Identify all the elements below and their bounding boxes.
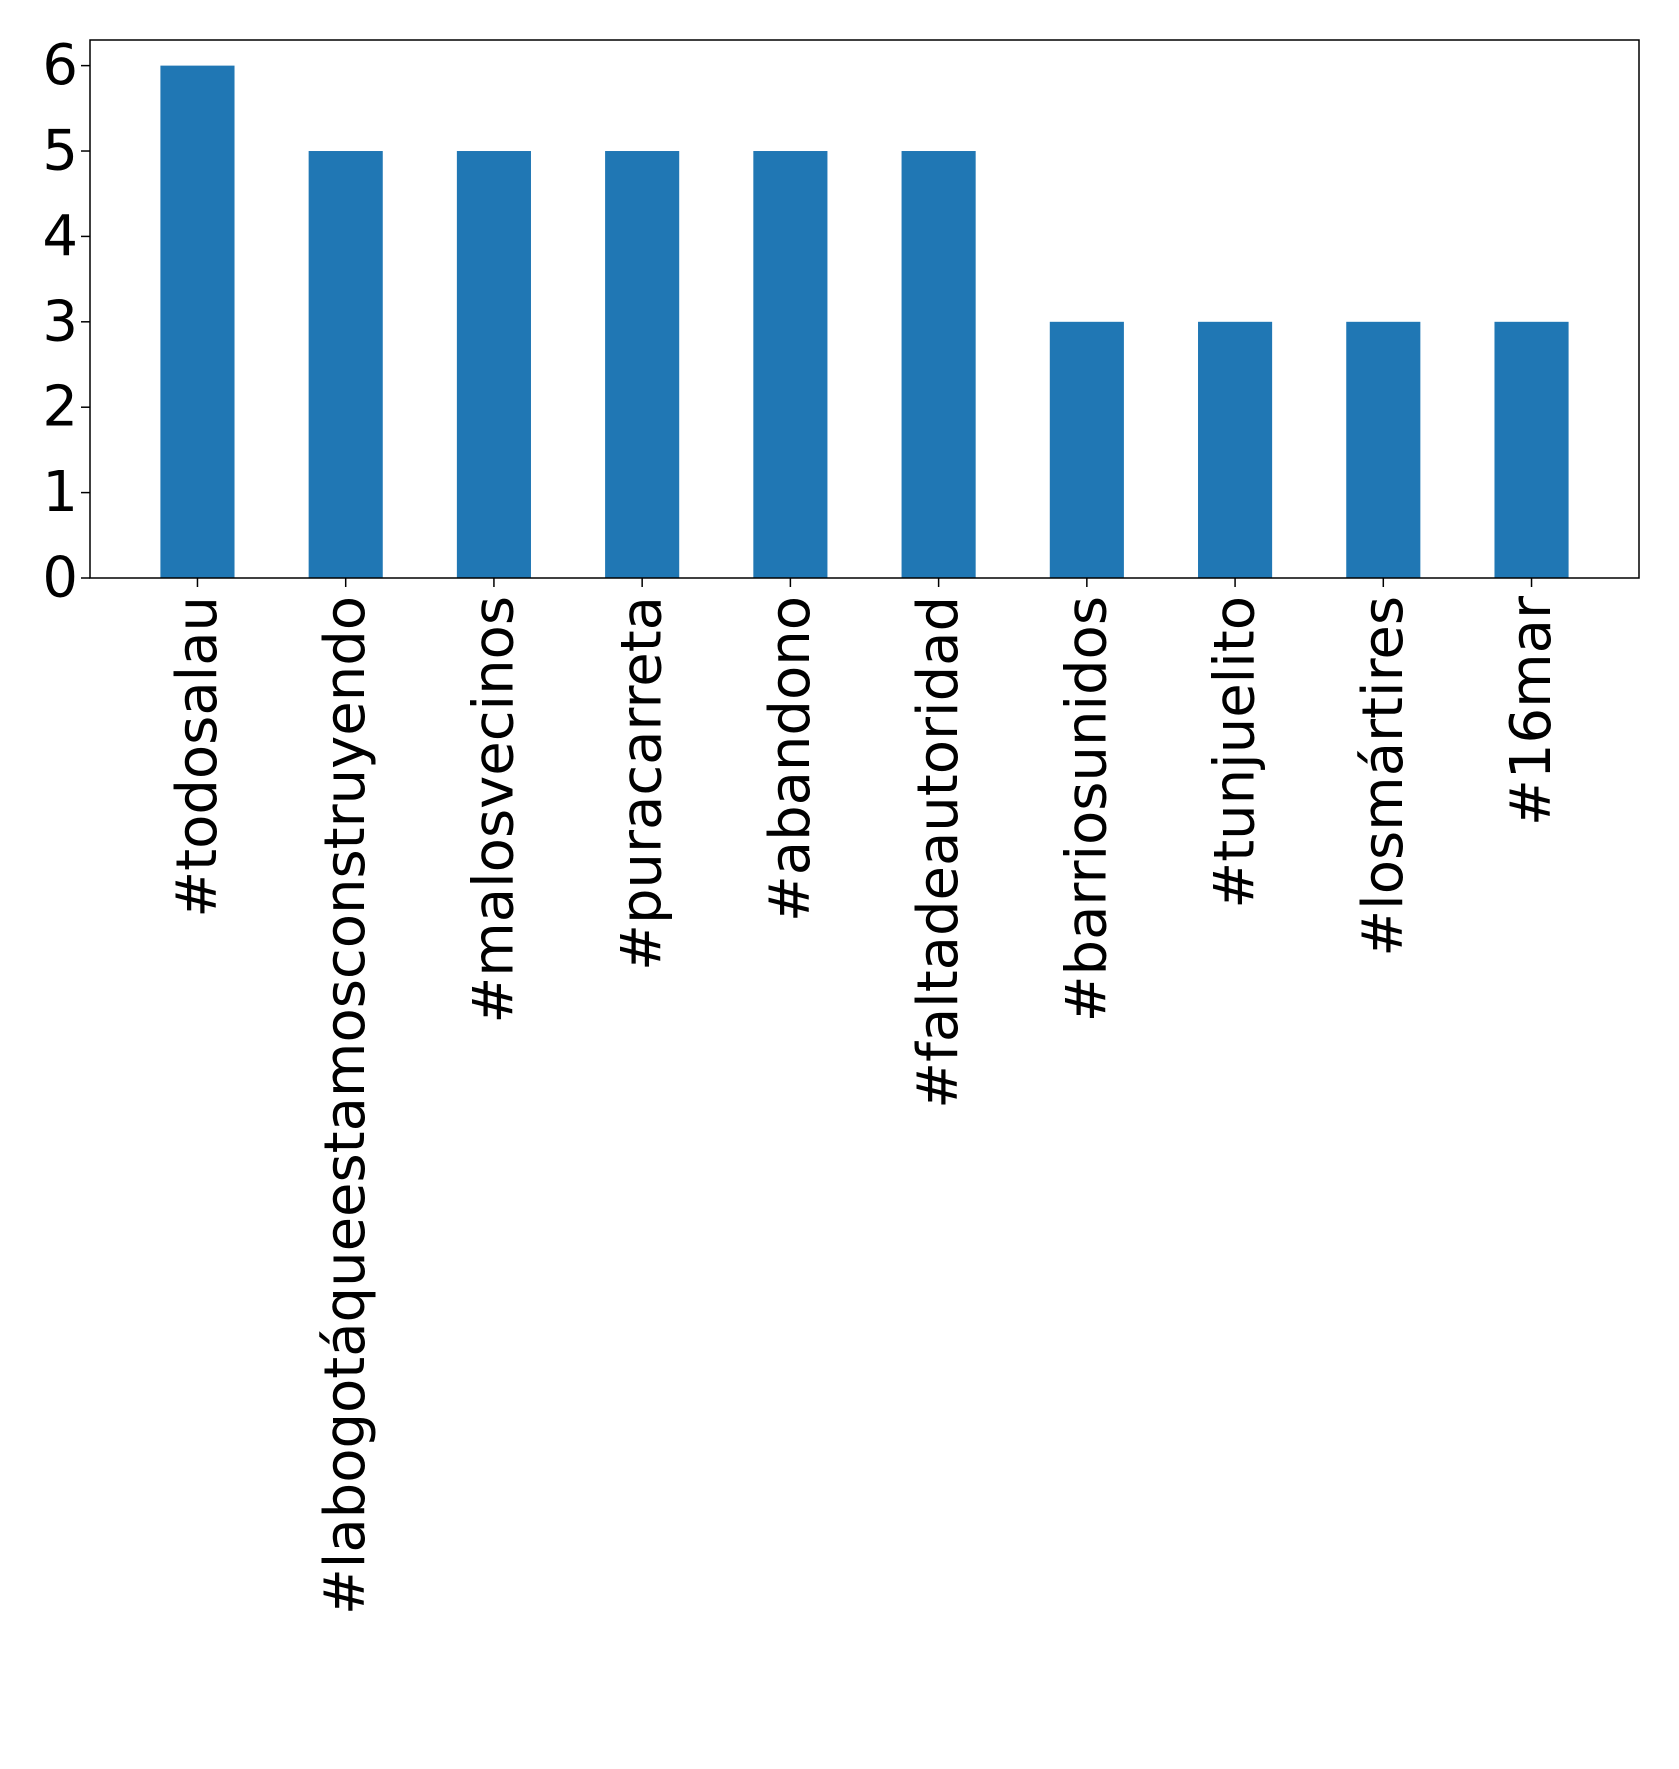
bar-6 — [1049, 321, 1124, 578]
x-tick-label-6: #barriosunidos — [1054, 596, 1119, 1022]
bar-1 — [308, 151, 383, 578]
x-tick-label-3: #puracarreta — [610, 596, 675, 971]
bar-5 — [901, 151, 976, 578]
y-axis: 0 1 2 3 4 5 6 — [42, 33, 90, 611]
x-tick-label-2: #malosvecinos — [461, 596, 526, 1024]
bar-3 — [605, 151, 680, 578]
y-tick-label-2: 2 — [42, 375, 78, 440]
bar-2 — [456, 151, 531, 578]
x-tick-label-8: #losmártires — [1351, 596, 1416, 957]
x-tick-label-0: #todosalau — [165, 596, 230, 918]
x-tick-label-5: #faltadeautoridad — [906, 596, 971, 1109]
bar-7 — [1198, 321, 1273, 578]
bar-8 — [1346, 321, 1421, 578]
y-tick-label-1: 1 — [42, 460, 78, 525]
x-tick-label-7: #tunjuelito — [1203, 596, 1268, 909]
plot-frame — [89, 39, 1640, 579]
x-tick-label-9: #16mar — [1499, 595, 1564, 826]
bars-layer — [160, 65, 1569, 579]
y-tick-label-0: 0 — [42, 546, 78, 611]
y-tick-label-3: 3 — [42, 289, 78, 354]
y-tick-label-5: 5 — [42, 119, 78, 184]
y-tick-label-4: 4 — [42, 204, 78, 269]
bar-4 — [753, 151, 828, 578]
x-axis: #todosalau #labogotáqueestamosconstruyend… — [165, 578, 1564, 1615]
x-tick-label-4: #abandono — [758, 596, 823, 922]
x-tick-label-1: #labogotáqueestamosconstruyendo — [313, 596, 378, 1615]
bar-9 — [1494, 321, 1569, 578]
bar-0 — [160, 65, 235, 579]
y-tick-label-6: 6 — [42, 33, 78, 98]
